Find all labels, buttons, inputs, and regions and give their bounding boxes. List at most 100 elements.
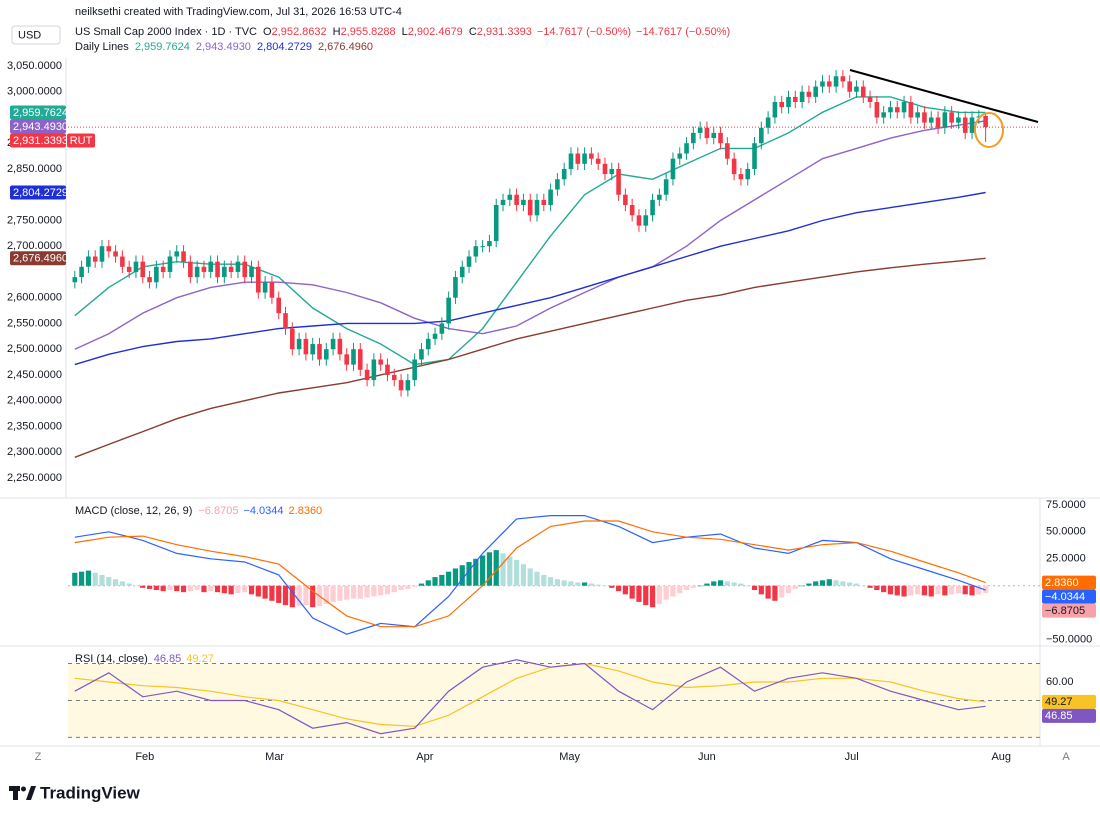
indicator-line — [74, 659, 986, 735]
candle-body — [731, 158, 737, 175]
histogram-bar — [439, 574, 445, 586]
y-tick-label: 2,600.0000 — [7, 292, 62, 304]
candle-body — [772, 102, 778, 118]
histogram-bar — [201, 585, 207, 593]
candle-body — [154, 266, 159, 283]
candle-body — [140, 261, 146, 278]
brand-logo — [9, 786, 36, 800]
logo-part — [26, 786, 36, 800]
histogram-bar — [303, 585, 309, 606]
histogram-bar — [629, 585, 635, 599]
histogram-bar — [887, 585, 894, 595]
histogram-bar — [235, 585, 241, 594]
candle-body — [786, 96, 791, 108]
candle-body — [616, 168, 621, 195]
y-tick-label: 2,400.0000 — [7, 395, 62, 407]
histogram-bar — [894, 585, 900, 596]
candle-body — [487, 241, 492, 247]
y-tick-label: 2,350.0000 — [7, 420, 62, 432]
candle-body — [79, 266, 84, 278]
candle-body — [188, 261, 193, 278]
candle-body — [745, 168, 751, 180]
histogram-bar — [670, 585, 676, 597]
candle-body — [181, 251, 186, 262]
histogram-bar — [717, 580, 724, 586]
histogram-bar — [112, 579, 119, 586]
histogram-bar — [78, 571, 85, 586]
histogram-bar — [840, 581, 846, 586]
candle-body — [935, 117, 941, 128]
histogram-bar — [323, 585, 329, 605]
histogram-bar — [568, 581, 574, 586]
legend-value: 2,955.8288 — [341, 26, 396, 38]
legend-key: H — [333, 26, 341, 38]
histogram-bar — [901, 585, 907, 597]
histogram-bar — [276, 585, 282, 603]
legend-value: 2,804.2729 — [257, 41, 312, 53]
candle-body — [738, 174, 744, 180]
candle-body — [983, 115, 988, 128]
histogram-bar — [806, 583, 812, 586]
candle-body — [555, 179, 560, 190]
value-badge — [10, 185, 66, 200]
indicator-line — [74, 120, 986, 350]
candle-body — [894, 107, 900, 113]
y-tick-label: 2,500.0000 — [7, 343, 62, 355]
histogram-bar — [745, 585, 751, 587]
histogram-bar — [581, 582, 588, 586]
currency[interactable]: USD — [18, 29, 41, 41]
logo-part — [21, 786, 26, 792]
scale-button[interactable]: A — [1062, 751, 1070, 763]
scale-button[interactable]: Z — [35, 751, 42, 763]
candle-body — [283, 313, 288, 329]
histogram-bar — [126, 583, 132, 586]
histogram-bar — [942, 585, 948, 596]
histogram-bar — [119, 581, 125, 586]
histogram-bar — [337, 585, 343, 601]
value-badge — [1042, 589, 1096, 604]
logo-part — [13, 786, 18, 800]
candle-body — [928, 117, 934, 123]
candle-body — [235, 261, 241, 272]
candle-body — [215, 261, 220, 278]
candle-body — [718, 132, 723, 144]
legend-value: 2,943.4930 — [196, 41, 251, 53]
candle-body — [500, 199, 506, 206]
histogram-bar — [452, 568, 459, 586]
histogram-bar — [955, 585, 962, 594]
histogram-bar — [520, 564, 527, 586]
currency-box[interactable] — [11, 25, 61, 45]
plot-area: 3,050.00003,000.00002,900.00002,850.0000… — [7, 60, 1092, 763]
histogram-bar — [350, 585, 357, 599]
candle-body — [922, 112, 927, 123]
value-badge-label: 2.8360 — [1045, 577, 1079, 589]
histogram-bar — [418, 583, 425, 586]
histogram-bar — [371, 585, 377, 597]
histogram-bar — [928, 585, 934, 597]
symbol-badge — [67, 133, 95, 148]
candle-body — [541, 199, 547, 206]
histogram-bar — [588, 583, 594, 586]
candle-body — [711, 132, 717, 139]
x-tick-label: May — [559, 751, 580, 763]
candle-body — [256, 266, 261, 293]
x-tick-label: Jun — [698, 751, 716, 763]
indicator-legend: MACD (close, 12, 26, 9) −6.8705 −4.0344 2.8… — [75, 505, 322, 517]
indicator-line — [74, 191, 986, 366]
histogram-bar — [432, 577, 438, 586]
histogram-bar — [384, 585, 391, 595]
value-badge-label: 2,959.7624 — [13, 107, 68, 119]
histogram-bar — [779, 585, 785, 598]
value-badge — [10, 133, 66, 148]
candle-body — [351, 349, 356, 365]
candle-body — [357, 349, 363, 370]
legend-key: L — [402, 26, 408, 38]
value-badge-label: 49.27 — [1045, 696, 1073, 708]
histogram-bar — [799, 585, 805, 587]
histogram-bar — [724, 581, 730, 586]
histogram-bar — [819, 580, 826, 586]
histogram-bar — [751, 585, 758, 591]
candle-body — [323, 349, 329, 360]
histogram-bar — [221, 585, 227, 594]
